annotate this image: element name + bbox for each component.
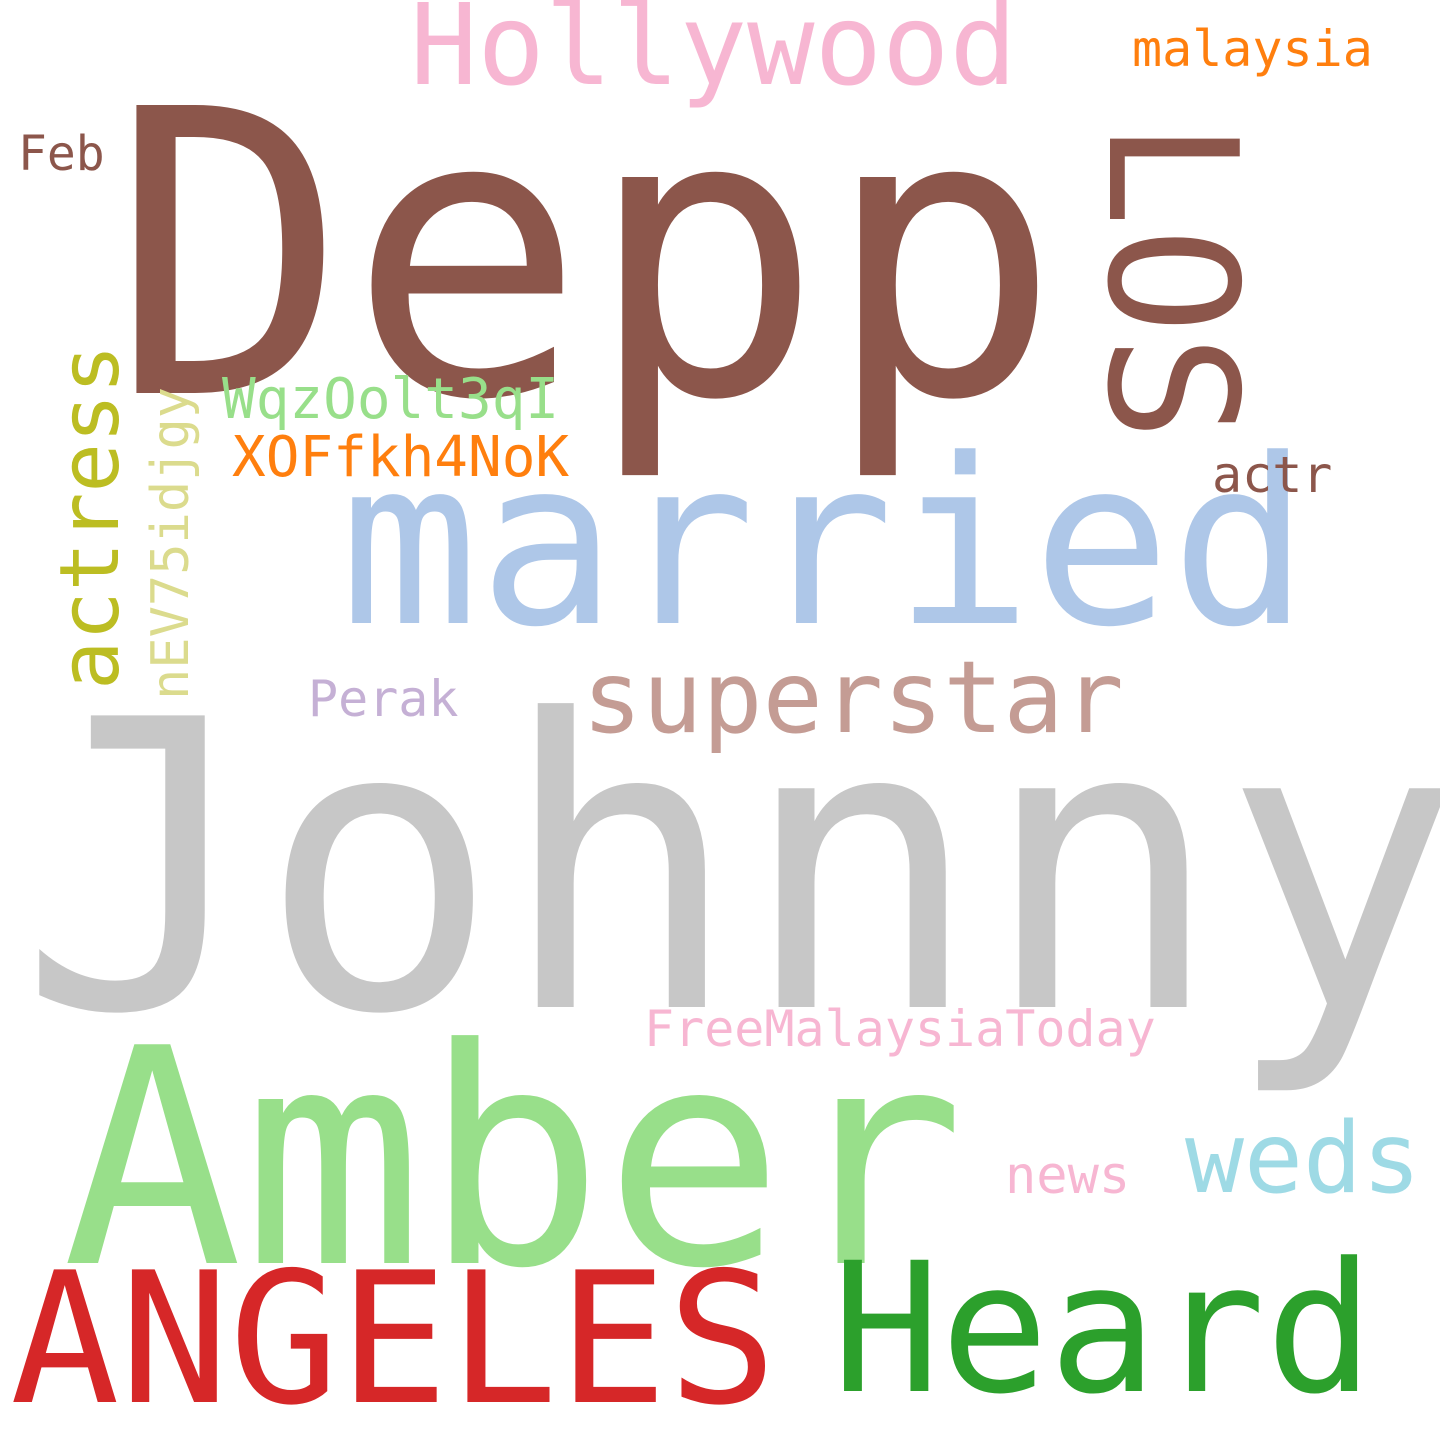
word-malaysia: malaysia [1132,20,1373,78]
word-los: LOS [1068,120,1275,442]
word-hollywood: Hollywood [410,0,1017,111]
word-perak: Perak [308,670,459,728]
word-heard: Heard [832,1225,1374,1434]
word-weds: weds [1185,1102,1422,1216]
word-angeles: ANGELES [10,1233,778,1440]
word-depp: Depp [110,27,1062,487]
word-xoffkh4nok: XOFfkh4NoK [232,425,570,490]
word-freemalaysiatoday: FreeMalaysiaToday [644,1000,1156,1058]
word-actr: actr [1212,446,1333,504]
word-married: married [340,411,1310,678]
word-amber: Amber [62,985,966,1334]
word-superstar: superstar [582,639,1124,756]
word-feb: Feb [18,126,105,182]
word-news: news [1005,1146,1131,1206]
word-wqzoolt3qi: WqzOolt3qI [222,367,560,432]
word-johnny: Johnny [18,637,1440,1102]
